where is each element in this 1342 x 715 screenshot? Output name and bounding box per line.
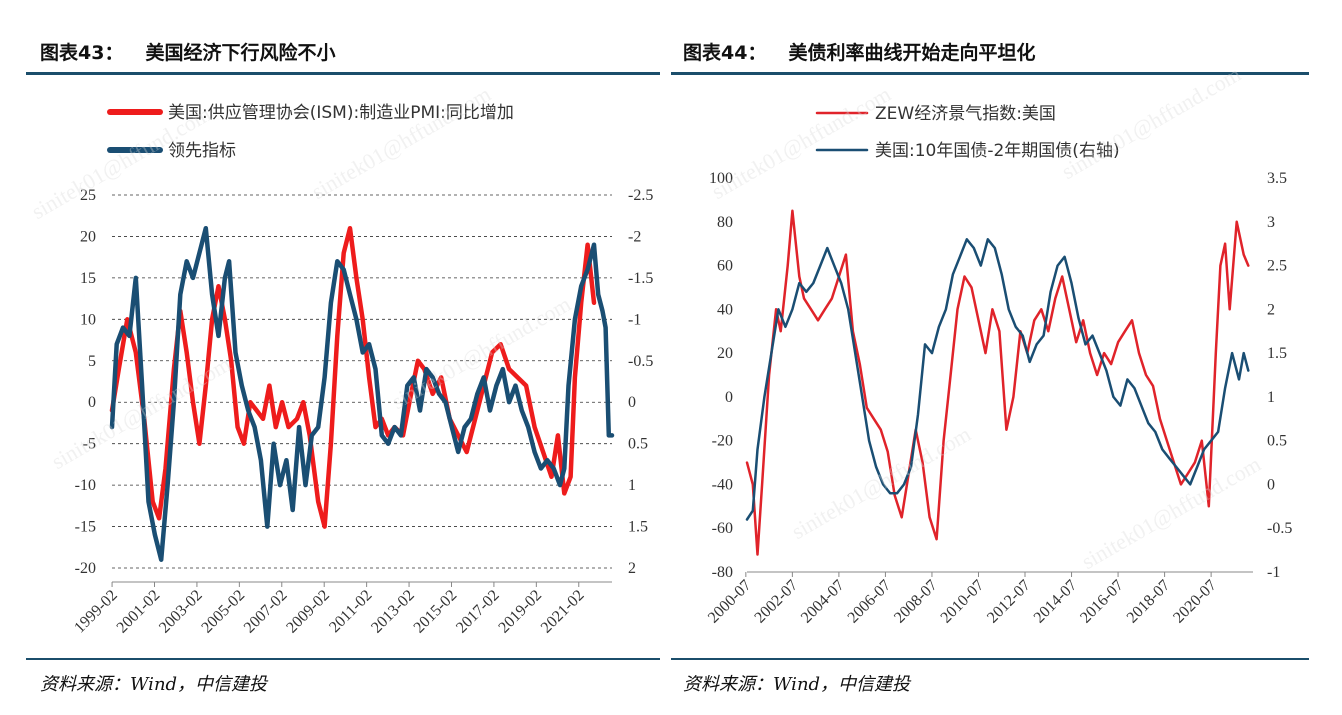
x-tick-label: 2012-07	[984, 577, 1034, 627]
y-left-tick-label: -40	[712, 476, 733, 493]
left-title-rule	[26, 72, 660, 75]
y-right-tick-label: 0.5	[628, 436, 648, 453]
x-tick-label: 2013-02	[368, 587, 418, 637]
y-right-tick-label: -1	[1267, 564, 1280, 581]
y-left-tick-label: 40	[717, 301, 733, 318]
y-right-tick-label: 1.5	[1267, 345, 1287, 362]
y-left-tick-label: -10	[75, 477, 96, 494]
left-line-chart: 25 20 15 10 5 0 -5 -10 -15 -20 -2.5 -2 -1.5 -1 -0.5 0 0.…	[71, 103, 653, 637]
y-right-tick-label: 3	[1267, 214, 1275, 231]
y-left-tick-label: 0	[88, 394, 96, 411]
y-left-tick-label: 60	[717, 258, 733, 275]
y-right-tick-label: 2	[1267, 301, 1275, 318]
series-line-1	[109, 225, 597, 529]
series-line-1	[745, 209, 1250, 556]
x-tick-label: 1999-02	[71, 587, 121, 637]
y-right-tick-label: 2.5	[1267, 258, 1287, 275]
y-right-tick-label: 0	[1267, 476, 1275, 493]
y-right-tick-label: -0.5	[1267, 520, 1292, 537]
y-right-tick-label: 1	[628, 477, 636, 494]
right-bottom-rule	[671, 658, 1309, 660]
y-left-tick-label: 0	[725, 389, 733, 406]
x-tick-label: 2010-07	[938, 577, 988, 627]
left-bottom-rule	[26, 658, 660, 660]
left-chart-title: 图表43： 美国经济下行风险不小	[40, 42, 336, 64]
y-right-tick-label: 0	[628, 394, 636, 411]
y-left-tick-label: 100	[709, 170, 733, 187]
left-chart-panel: 图表43： 美国经济下行风险不小 25 20 15 10 5 0 -5 -10 -15 -20 -2.…	[26, 42, 660, 695]
x-tick-label: 2018-07	[1124, 577, 1174, 627]
right-title-rule	[671, 72, 1309, 75]
x-tick-label: 2020-07	[1170, 577, 1220, 627]
right-source-note: 资料来源：Wind，中信建投	[683, 674, 911, 695]
x-tick-label: 2019-02	[495, 587, 545, 637]
x-tick-label: 2021-02	[538, 587, 588, 637]
y-left-tick-label: 15	[80, 270, 96, 287]
x-tick-label: 2002-07	[751, 577, 801, 627]
y-left-tick-label: 20	[717, 345, 733, 362]
y-right-tick-label: 2	[628, 560, 636, 577]
right-chart-panel: 图表44： 美债利率曲线开始走向平坦化 100 80 60 40 20 0 -20 -40 -60…	[671, 0, 1342, 715]
x-tick-label: 2008-07	[891, 577, 941, 627]
x-tick-label: 2000-07	[705, 577, 755, 627]
legend-label-1: 美国:供应管理协会(ISM):制造业PMI:同比增加	[168, 103, 514, 123]
x-tick-label: 2001-02	[114, 587, 164, 637]
series-line-2	[109, 225, 615, 562]
y-right-tick-label: 0.5	[1267, 433, 1287, 450]
left-source-note: 资料来源：Wind，中信建投	[40, 674, 268, 695]
x-tick-label: 2016-07	[1077, 577, 1127, 627]
legend-label-1: ZEW经济景气指数:美国	[875, 104, 1056, 124]
y-right-tick-label: 1.5	[628, 519, 648, 536]
x-tick-label: 2003-02	[156, 587, 206, 637]
x-tick-label: 2009-02	[283, 587, 333, 637]
y-left-tick-label: -60	[712, 520, 733, 537]
x-tick-label: 2014-07	[1031, 577, 1081, 627]
y-right-tick-label: 3.5	[1267, 170, 1287, 187]
y-left-tick-label: -15	[75, 519, 96, 536]
y-left-tick-label: -20	[75, 560, 96, 577]
right-line-chart: 100 80 60 40 20 0 -20 -40 -60 -80 3.5 3 2.5 2 1.5 1 0.5 0…	[705, 104, 1292, 627]
y-right-tick-label: -1	[628, 311, 641, 328]
x-tick-label: 2006-07	[845, 577, 895, 627]
y-left-tick-label: 5	[88, 353, 96, 370]
x-tick-label: 2017-02	[453, 587, 503, 637]
x-tick-label: 2015-02	[411, 587, 461, 637]
y-right-tick-label: -2	[628, 228, 641, 245]
y-right-tick-label: -1.5	[628, 270, 653, 287]
x-tick-label: 2004-07	[798, 577, 848, 627]
right-chart-title: 图表44： 美债利率曲线开始走向平坦化	[683, 42, 1036, 64]
legend-label-2: 领先指标	[168, 141, 236, 161]
y-left-tick-label: -20	[712, 433, 733, 450]
y-left-tick-label: -80	[712, 564, 733, 581]
legend-label-2: 美国:10年国债-2年期国债(右轴)	[875, 141, 1120, 161]
y-left-tick-label: 25	[80, 187, 96, 204]
y-right-tick-label: 1	[1267, 389, 1275, 406]
y-left-tick-label: -5	[83, 436, 96, 453]
x-tick-label: 2005-02	[198, 587, 248, 637]
x-tick-label: 2007-02	[241, 587, 291, 637]
y-left-tick-label: 80	[717, 214, 733, 231]
series-line-2	[745, 238, 1250, 521]
y-right-tick-label: -0.5	[628, 353, 653, 370]
x-tick-label: 2011-02	[326, 587, 375, 636]
y-left-tick-label: 10	[80, 311, 96, 328]
y-left-tick-label: 20	[80, 228, 96, 245]
y-right-tick-label: -2.5	[628, 187, 653, 204]
